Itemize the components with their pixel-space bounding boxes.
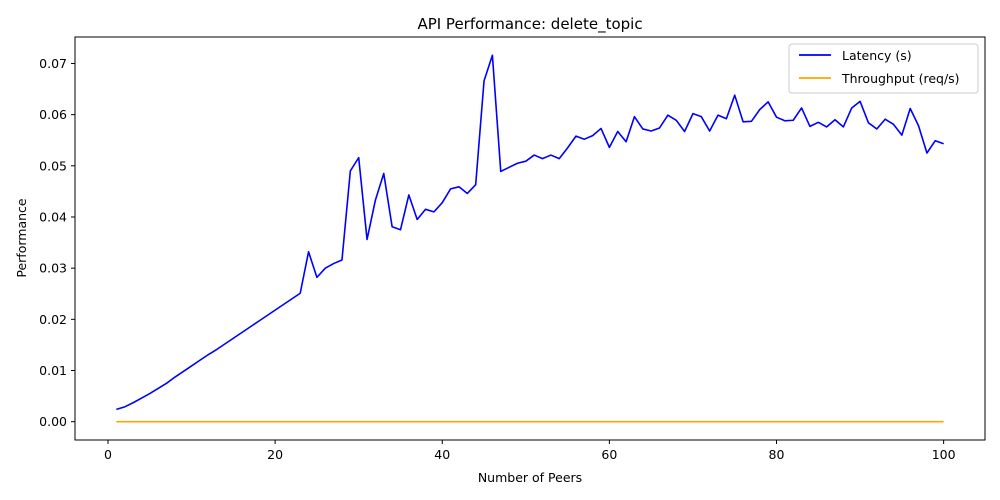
chart-title: API Performance: delete_topic (417, 15, 642, 34)
x-tick-label: 100 (932, 447, 956, 462)
legend-label-latency: Latency (s) (842, 48, 912, 63)
y-axis-ticks: 0.00 0.01 0.02 0.03 0.04 0.05 0.06 0.07 (39, 56, 75, 429)
series-layer (116, 54, 944, 423)
x-tick-label: 0 (104, 447, 112, 462)
y-tick-label: 0.00 (39, 414, 67, 429)
y-tick-label: 0.06 (39, 107, 67, 122)
y-tick-label: 0.05 (39, 158, 67, 173)
x-tick-label: 80 (769, 447, 785, 462)
y-axis-label: Performance (14, 198, 29, 278)
y-tick-label: 0.07 (39, 56, 67, 71)
x-axis-ticks: 0 20 40 60 80 100 (104, 440, 956, 462)
y-tick-label: 0.04 (39, 209, 67, 224)
y-tick-label: 0.03 (39, 261, 67, 276)
x-tick-label: 60 (601, 447, 617, 462)
y-tick-label: 0.01 (39, 363, 67, 378)
x-tick-label: 20 (267, 447, 283, 462)
x-tick-label: 40 (434, 447, 450, 462)
plot-area (75, 37, 985, 440)
legend-label-throughput: Throughput (req/s) (841, 71, 960, 86)
series-line-latency (116, 54, 944, 411)
y-tick-label: 0.02 (39, 312, 67, 327)
plot-frame (74, 36, 986, 441)
legend: Latency (s) Throughput (req/s) (788, 43, 979, 94)
x-axis-label: Number of Peers (478, 470, 582, 485)
legend-box (788, 43, 979, 94)
